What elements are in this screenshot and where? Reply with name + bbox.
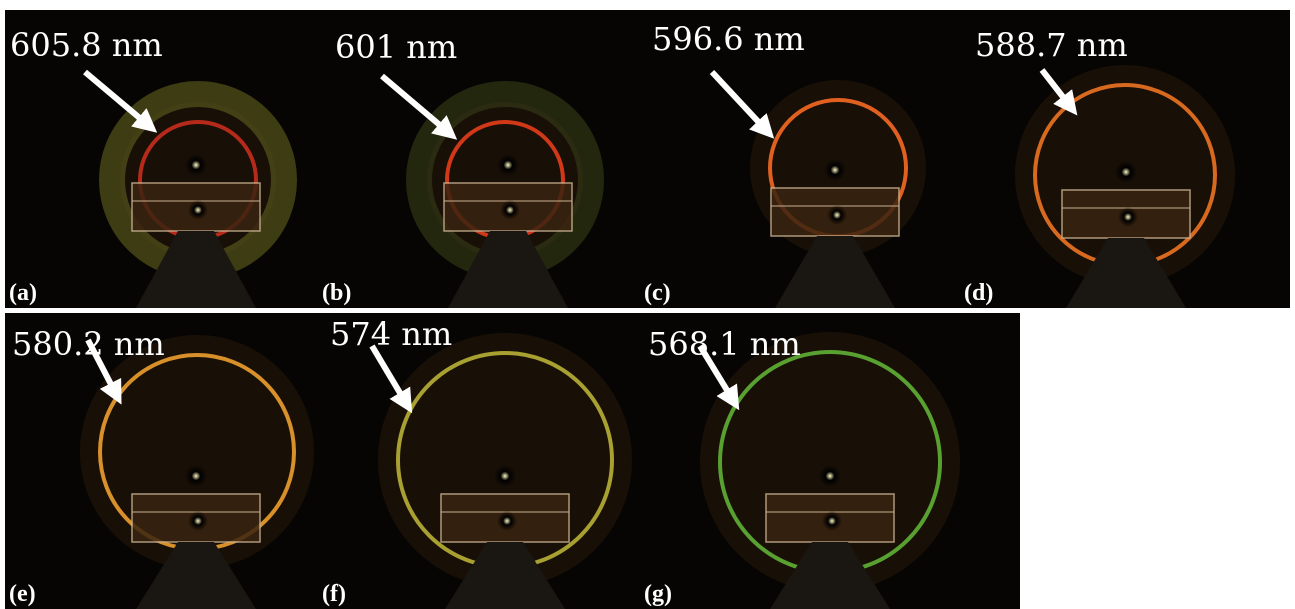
- laser-spot: [185, 465, 207, 487]
- wavelength-label: 574 nm: [330, 315, 452, 353]
- panel-label: (g): [644, 581, 672, 607]
- panel: 605.8 nm (a): [5, 10, 318, 308]
- wavelength-label: 596.6 nm: [652, 20, 805, 58]
- panel-label: (e): [9, 581, 36, 607]
- wavelength-label: 568.1 nm: [648, 325, 801, 363]
- laser-spot: [1115, 161, 1137, 183]
- panel: 568.1 nm (g): [640, 313, 1020, 609]
- laser-spot: [494, 465, 516, 487]
- panel: 601 nm (b): [318, 10, 640, 308]
- panel: 588.7 nm (d): [960, 10, 1290, 308]
- bright-spot: [827, 205, 847, 225]
- panel-label: (b): [322, 280, 351, 306]
- laser-spot: [497, 154, 519, 176]
- figure: 605.8 nm (a) 601 nm (b) 596.6 nm (c) 588.7 nm (…: [0, 0, 1295, 609]
- wavelength-label: 601 nm: [335, 28, 457, 66]
- bright-spot: [1118, 207, 1138, 227]
- bright-spot: [188, 511, 208, 531]
- laser-spot: [824, 159, 846, 181]
- laser-spot: [819, 465, 841, 487]
- panel: 574 nm (f): [318, 313, 640, 609]
- panel-label: (f): [322, 581, 346, 607]
- panel: 580.2 nm (e): [5, 313, 318, 609]
- panel-label: (c): [644, 280, 671, 306]
- panel-label: (d): [964, 280, 993, 306]
- laser-spot: [185, 154, 207, 176]
- bright-spot: [500, 200, 520, 220]
- panel-label: (a): [9, 280, 37, 306]
- wavelength-label: 605.8 nm: [10, 26, 163, 64]
- wavelength-label: 580.2 nm: [12, 325, 165, 363]
- panel: 596.6 nm (c): [640, 10, 960, 308]
- wavelength-label: 588.7 nm: [975, 26, 1128, 64]
- bright-spot: [497, 511, 517, 531]
- bright-spot: [822, 511, 842, 531]
- bright-spot: [188, 200, 208, 220]
